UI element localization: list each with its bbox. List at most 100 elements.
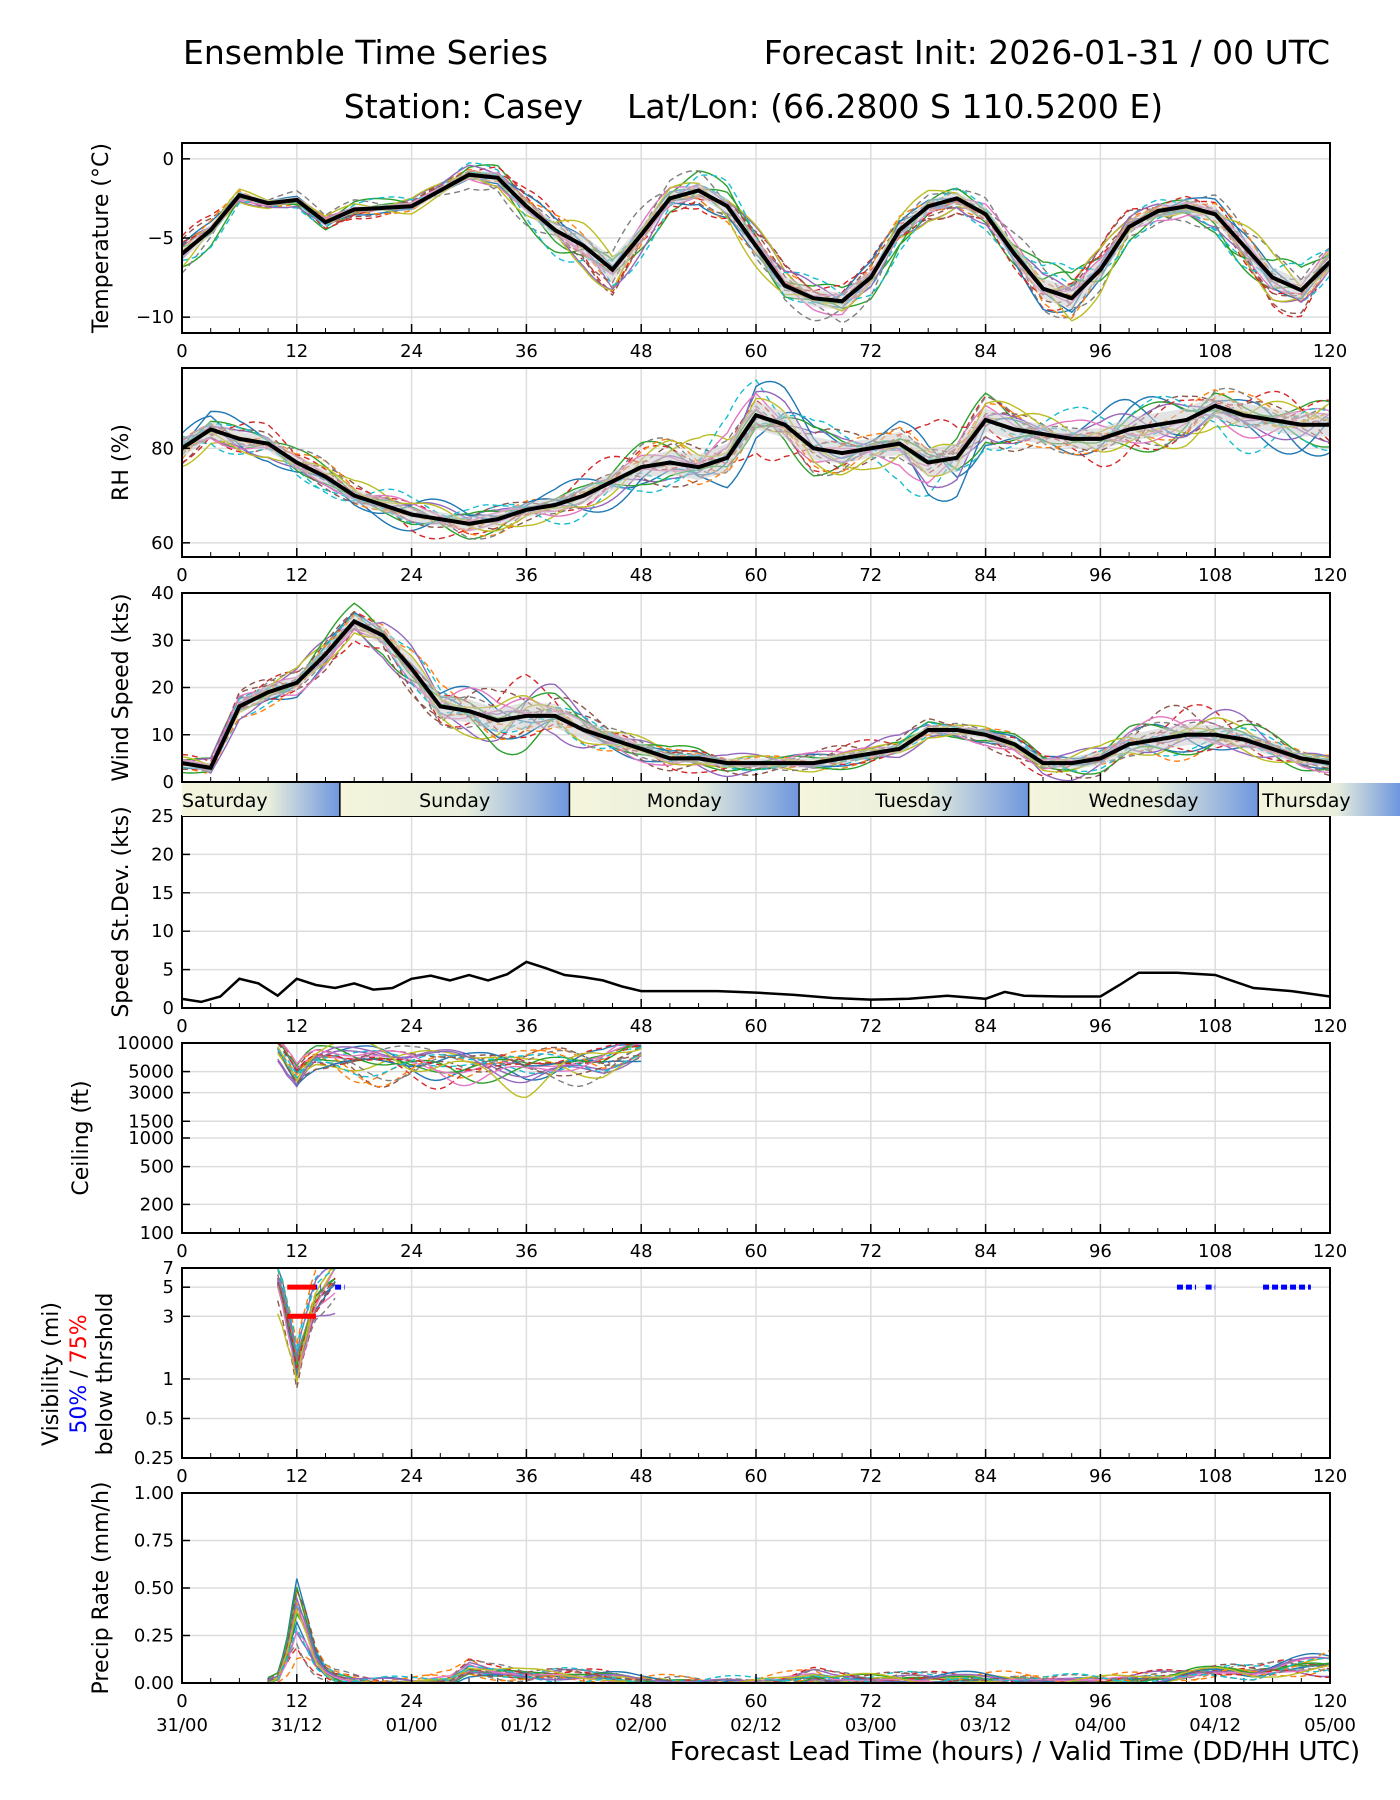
- day-segment: [1028, 783, 1259, 816]
- x-tick-label: 72: [859, 1016, 882, 1037]
- x-tick-label: 84: [974, 1691, 997, 1712]
- panels: 0−5−100 12 24 36 48 60 72 84 96 108 120Temperature…: [69, 142, 1356, 1736]
- y-tick-label: 0.50: [134, 1578, 174, 1599]
- panel-speed_stdev: 0 5 10 15 20 25 0 12 24 36 48 60 72 84 96 108 120 Speed S…: [109, 806, 1347, 1037]
- x-tick-label: 96: [1089, 1016, 1112, 1037]
- x-tick-label: 60: [745, 341, 768, 362]
- member-line: [267, 1626, 1330, 1683]
- p-sep-label: /: [67, 1363, 92, 1384]
- x-tick-label: 108: [1198, 1241, 1232, 1262]
- x-tick-label: 72: [859, 565, 882, 586]
- y-axis-label: RH (%): [109, 424, 134, 501]
- member-line: [267, 1630, 1330, 1683]
- x-tick-label: 60: [745, 1241, 768, 1262]
- member-line: [267, 1588, 1330, 1683]
- x-tick-label: 60: [745, 1466, 768, 1487]
- y-tick-label: 10: [151, 725, 174, 746]
- y-tick-label: 10000: [117, 1033, 174, 1054]
- x-tick-label: 84: [974, 1241, 997, 1262]
- y-tick-label: 0: [163, 149, 174, 170]
- x-tick-label: 24: [400, 565, 423, 586]
- day-label: Thursday: [1261, 790, 1350, 812]
- panel-precip_rate: 0.00 0.25 0.50 0.75 1.00 0 31/00 12 31/12 24 01/00…: [89, 1482, 1356, 1736]
- ensemble-mean-line: [182, 172, 1330, 304]
- x-tick-label: 48: [630, 565, 653, 586]
- y-tick-label: 7: [163, 1258, 174, 1279]
- y-tick-label: 60: [151, 533, 174, 554]
- y-axis-label: Precip Rate (mm/h): [89, 1482, 114, 1695]
- x-tick-label: 24: [400, 1466, 423, 1487]
- y-tick-label: 5: [163, 1277, 174, 1298]
- x-tick-label: 84: [974, 1016, 997, 1037]
- x-tick-label: 12: [285, 1016, 308, 1037]
- x-valid-label: 01/12: [500, 1715, 552, 1736]
- panel-temperature: 0−5−100 12 24 36 48 60 72 84 96 108 120Temperature…: [89, 142, 1347, 362]
- x-tick-label: 0: [176, 341, 187, 362]
- plot-area-speed_stdev: [182, 960, 1330, 1004]
- x-tick-label: 120: [1313, 565, 1347, 586]
- plot-area-visibility: [277, 1268, 1311, 1389]
- member-line: [277, 1043, 642, 1087]
- x-valid-label: 31/00: [156, 1715, 208, 1736]
- x-tick-label: 60: [745, 565, 768, 586]
- ensemble-mean-line: [182, 403, 1330, 526]
- x-tick-label: 84: [974, 565, 997, 586]
- y-tick-label: 30: [151, 630, 174, 651]
- y-tick-label: 3000: [128, 1083, 174, 1104]
- y-tick-label: 40: [151, 583, 174, 604]
- y-axis-label: Ceiling (ft): [69, 1080, 94, 1195]
- y-tick-label: 1000: [128, 1128, 174, 1149]
- x-axis-label: Forecast Lead Time (hours) / Valid Time …: [670, 1737, 1360, 1767]
- member-line: [277, 1046, 642, 1088]
- member-line: [277, 1277, 336, 1369]
- y-tick-label: 5000: [128, 1062, 174, 1083]
- x-valid-label: 05/00: [1304, 1715, 1356, 1736]
- y-tick-label: 1: [163, 1369, 174, 1390]
- p75-label: 75%: [67, 1314, 92, 1363]
- y-axis-label: Temperature (°C): [89, 143, 114, 334]
- day-segment: [182, 783, 340, 816]
- day-label: Sunday: [419, 790, 490, 812]
- x-tick-label: 36: [515, 565, 538, 586]
- y-tick-label: 500: [140, 1157, 174, 1178]
- x-tick-label: 36: [515, 1241, 538, 1262]
- plot-area-temperature: [182, 162, 1330, 324]
- x-tick-label: 48: [630, 1691, 653, 1712]
- x-tick-label: 108: [1198, 1691, 1232, 1712]
- chart-title: Ensemble Time Series: [183, 33, 548, 72]
- member-line: [277, 1274, 336, 1362]
- x-tick-label: 36: [515, 1691, 538, 1712]
- x-tick-label: 96: [1089, 1466, 1112, 1487]
- y-tick-label: 0: [163, 998, 174, 1019]
- y-tick-label: 15: [151, 883, 174, 904]
- member-line: [277, 1279, 336, 1382]
- x-tick-label: 96: [1089, 341, 1112, 362]
- panel-visibility: 0.25 0.5 1 3 57 0 12 24 36 48 60 72 84 96 108 120: [134, 1258, 1347, 1487]
- visibility-ylabel-line1: Visibility (mi): [39, 1302, 64, 1446]
- x-tick-label: 72: [859, 341, 882, 362]
- y-tick-label: 3: [163, 1306, 174, 1327]
- member-line: [267, 1578, 1330, 1683]
- member-line: [277, 1043, 642, 1099]
- x-tick-label: 84: [974, 341, 997, 362]
- x-valid-label: 02/00: [615, 1715, 667, 1736]
- x-tick-label: 108: [1198, 1016, 1232, 1037]
- x-tick-label: 96: [1089, 1691, 1112, 1712]
- x-tick-label: 36: [515, 1466, 538, 1487]
- x-tick-label: 96: [1089, 565, 1112, 586]
- y-tick-label: 0.25: [134, 1626, 174, 1647]
- visibility-ylabel-line3: below thrshold: [93, 1293, 118, 1456]
- spread-band: [182, 169, 1330, 310]
- plot-area-relative_humidity: [182, 379, 1330, 540]
- y-tick-label: 80: [151, 438, 174, 459]
- y-tick-label: −5: [147, 228, 174, 249]
- y-tick-label: 10: [151, 921, 174, 942]
- x-tick-label: 72: [859, 1241, 882, 1262]
- x-tick-label: 72: [859, 1691, 882, 1712]
- x-tick-label: 48: [630, 1016, 653, 1037]
- x-tick-label: 120: [1313, 1691, 1347, 1712]
- x-valid-label: 03/12: [960, 1715, 1012, 1736]
- member-line: [267, 1642, 1330, 1683]
- x-tick-label: 24: [400, 1691, 423, 1712]
- x-tick-label: 12: [285, 1466, 308, 1487]
